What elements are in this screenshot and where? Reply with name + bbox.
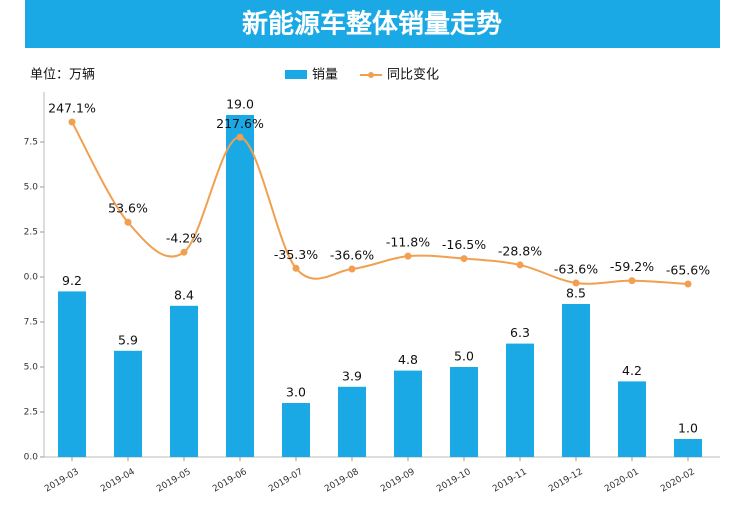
line-value-label: -65.6% bbox=[666, 263, 710, 278]
line-value-label: -11.8% bbox=[386, 235, 430, 250]
bar bbox=[562, 304, 590, 457]
line-marker bbox=[684, 280, 692, 288]
x-tick-label: 2020-01 bbox=[603, 467, 641, 494]
bar-value-label: 5.9 bbox=[118, 332, 138, 347]
line-marker bbox=[460, 255, 468, 263]
chart-title: 新能源车整体销量走势 bbox=[242, 9, 502, 40]
line-value-label: -28.8% bbox=[498, 243, 542, 258]
unit-label: 单位：万辆 bbox=[30, 68, 95, 83]
bar bbox=[506, 343, 534, 457]
line-value-label: -36.6% bbox=[330, 247, 374, 262]
bar bbox=[338, 386, 366, 457]
bar-value-label: 19.0 bbox=[226, 97, 254, 112]
bar-value-label: 1.0 bbox=[678, 421, 698, 436]
bar-value-label: 3.0 bbox=[286, 385, 306, 400]
x-tick-label: 2020-02 bbox=[659, 467, 697, 494]
line-marker bbox=[180, 248, 188, 256]
bar bbox=[674, 439, 702, 457]
y-tick-label: 0.0 bbox=[24, 273, 39, 283]
line-marker bbox=[404, 252, 412, 260]
line-marker bbox=[628, 277, 636, 285]
line-value-label: 53.6% bbox=[108, 201, 148, 216]
y-tick-label: 2.5 bbox=[24, 228, 38, 238]
x-tick-label: 2019-09 bbox=[379, 467, 417, 495]
line-marker bbox=[292, 264, 300, 272]
bar bbox=[58, 291, 86, 457]
bar bbox=[282, 403, 310, 457]
y-tick-label: 5.0 bbox=[24, 183, 39, 193]
bar-value-label: 8.5 bbox=[566, 286, 586, 301]
x-tick-label: 2019-03 bbox=[43, 467, 81, 494]
legend-label: 销量 bbox=[312, 68, 338, 83]
line-value-label: 217.6% bbox=[216, 116, 264, 131]
line-marker bbox=[516, 261, 524, 269]
legend-marker bbox=[368, 72, 374, 78]
bar-value-label: 4.2 bbox=[622, 363, 642, 378]
line-value-label: -16.5% bbox=[442, 237, 486, 252]
x-tick-label: 2019-11 bbox=[491, 467, 529, 494]
line-value-label: 247.1% bbox=[48, 101, 96, 116]
bar-value-label: 8.4 bbox=[174, 287, 194, 302]
line-value-label: -35.3% bbox=[274, 247, 318, 262]
line-marker bbox=[236, 133, 244, 141]
line bbox=[71, 121, 689, 285]
legend-label: 同比变化 bbox=[387, 67, 439, 83]
y-tick-label: 5.0 bbox=[24, 363, 39, 373]
bar bbox=[618, 381, 646, 457]
x-tick-label: 2019-12 bbox=[547, 467, 585, 494]
x-tick-label: 2019-05 bbox=[155, 467, 193, 494]
y-tick-label: 7.5 bbox=[24, 318, 38, 328]
x-tick-label: 2019-06 bbox=[211, 467, 249, 495]
bar-value-label: 5.0 bbox=[454, 349, 474, 364]
bar-value-label: 4.8 bbox=[398, 352, 418, 367]
bar-value-label: 6.3 bbox=[510, 325, 530, 340]
bar bbox=[226, 115, 254, 457]
line-marker bbox=[124, 218, 132, 226]
line-marker bbox=[68, 118, 76, 126]
bar-value-label: 9.2 bbox=[62, 273, 82, 288]
bar bbox=[114, 350, 142, 457]
bar bbox=[170, 305, 198, 457]
bar-value-label: 3.9 bbox=[342, 368, 362, 383]
line-value-label: -4.2% bbox=[166, 231, 202, 246]
bar bbox=[394, 370, 422, 457]
bar bbox=[450, 367, 478, 457]
y-tick-label: 2.5 bbox=[24, 408, 38, 418]
line-marker bbox=[348, 265, 356, 273]
line-value-label: -59.2% bbox=[610, 259, 654, 274]
title-banner bbox=[25, 0, 720, 48]
y-tick-label: 7.5 bbox=[24, 138, 38, 148]
x-tick-label: 2019-08 bbox=[323, 467, 361, 495]
y-tick-label: 0.0 bbox=[24, 453, 39, 463]
legend-swatch bbox=[285, 70, 307, 79]
x-tick-label: 2019-07 bbox=[267, 467, 305, 494]
line-marker bbox=[572, 279, 580, 287]
x-tick-label: 2019-04 bbox=[99, 467, 137, 495]
line-value-label: -63.6% bbox=[554, 261, 598, 276]
x-tick-label: 2019-10 bbox=[435, 467, 473, 495]
